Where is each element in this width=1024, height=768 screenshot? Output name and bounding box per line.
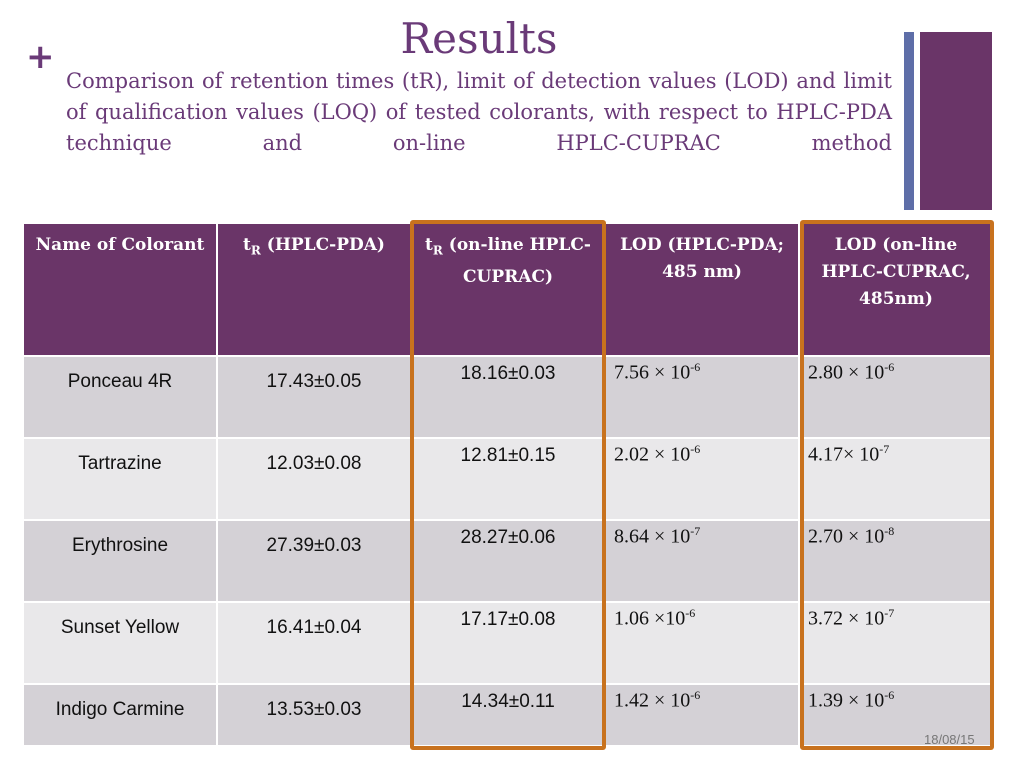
- table-row: Erythrosine 27.39±0.03 28.27±0.06 8.64 ×…: [22, 519, 994, 603]
- cell-tr-pda: 13.53±0.03: [216, 683, 412, 747]
- cell-tr-pda: 17.43±0.05: [216, 355, 412, 439]
- cell-colorant-name: Sunset Yellow: [22, 601, 218, 685]
- table-row: Indigo Carmine 13.53±0.03 14.34±0.11 1.4…: [22, 683, 994, 747]
- plus-icon: +: [26, 37, 55, 77]
- cell-colorant-name: Ponceau 4R: [22, 355, 218, 439]
- header-name-of-colorant: Name of Colorant: [22, 222, 218, 357]
- table-header-row: Name of Colorant tR (HPLC-PDA) tR (on-li…: [22, 222, 994, 357]
- table-row: Tartrazine 12.03±0.08 12.81±0.15 2.02 × …: [22, 437, 994, 521]
- cell-lod-pda: 1.06 ×10-6: [604, 601, 800, 685]
- cell-lod-pda: 2.02 × 10-6: [604, 437, 800, 521]
- decorative-bar-thin: [904, 32, 914, 210]
- slide-subtitle: Comparison of retention times (tR), limi…: [66, 69, 892, 155]
- slide-date: 18/08/15: [924, 732, 975, 747]
- cell-tr-pda: 16.41±0.04: [216, 601, 412, 685]
- cell-lod-pda: 1.42 × 10-6: [604, 683, 800, 747]
- cell-tr-pda: 12.03±0.08: [216, 437, 412, 521]
- cell-tr-cuprac: 17.17±0.08: [410, 601, 606, 685]
- cell-lod-pda: 8.64 × 10-7: [604, 519, 800, 603]
- cell-colorant-name: Indigo Carmine: [22, 683, 218, 747]
- cell-tr-cuprac: 12.81±0.15: [410, 437, 606, 521]
- cell-lod-cuprac: 3.72 × 10-7: [798, 601, 994, 685]
- cell-lod-cuprac: 1.39 × 10-6: [798, 683, 994, 747]
- cell-lod-cuprac: 2.80 × 10-6: [798, 355, 994, 439]
- cell-lod-pda: 7.56 × 10-6: [604, 355, 800, 439]
- header-tr-online-hplc-cuprac: tR (on-line HPLC-CUPRAC): [410, 222, 606, 357]
- cell-tr-cuprac: 28.27±0.06: [410, 519, 606, 603]
- slide-title: Results: [400, 14, 558, 63]
- cell-tr-cuprac: 14.34±0.11: [410, 683, 606, 747]
- cell-colorant-name: Erythrosine: [22, 519, 218, 603]
- header-lod-hplc-pda: LOD (HPLC-PDA; 485 nm): [604, 222, 800, 357]
- decorative-bar-thick: [920, 32, 992, 210]
- table-row: Ponceau 4R 17.43±0.05 18.16±0.03 7.56 × …: [22, 355, 994, 439]
- cell-tr-cuprac: 18.16±0.03: [410, 355, 606, 439]
- results-table: Name of Colorant tR (HPLC-PDA) tR (on-li…: [22, 222, 994, 747]
- cell-lod-cuprac: 4.17× 10-7: [798, 437, 994, 521]
- cell-tr-pda: 27.39±0.03: [216, 519, 412, 603]
- cell-lod-cuprac: 2.70 × 10-8: [798, 519, 994, 603]
- table-row: Sunset Yellow 16.41±0.04 17.17±0.08 1.06…: [22, 601, 994, 685]
- header-lod-online-hplc-cuprac: LOD (on-line HPLC-CUPRAC, 485nm): [798, 222, 994, 357]
- header-tr-hplc-pda: tR (HPLC-PDA): [216, 222, 412, 357]
- cell-colorant-name: Tartrazine: [22, 437, 218, 521]
